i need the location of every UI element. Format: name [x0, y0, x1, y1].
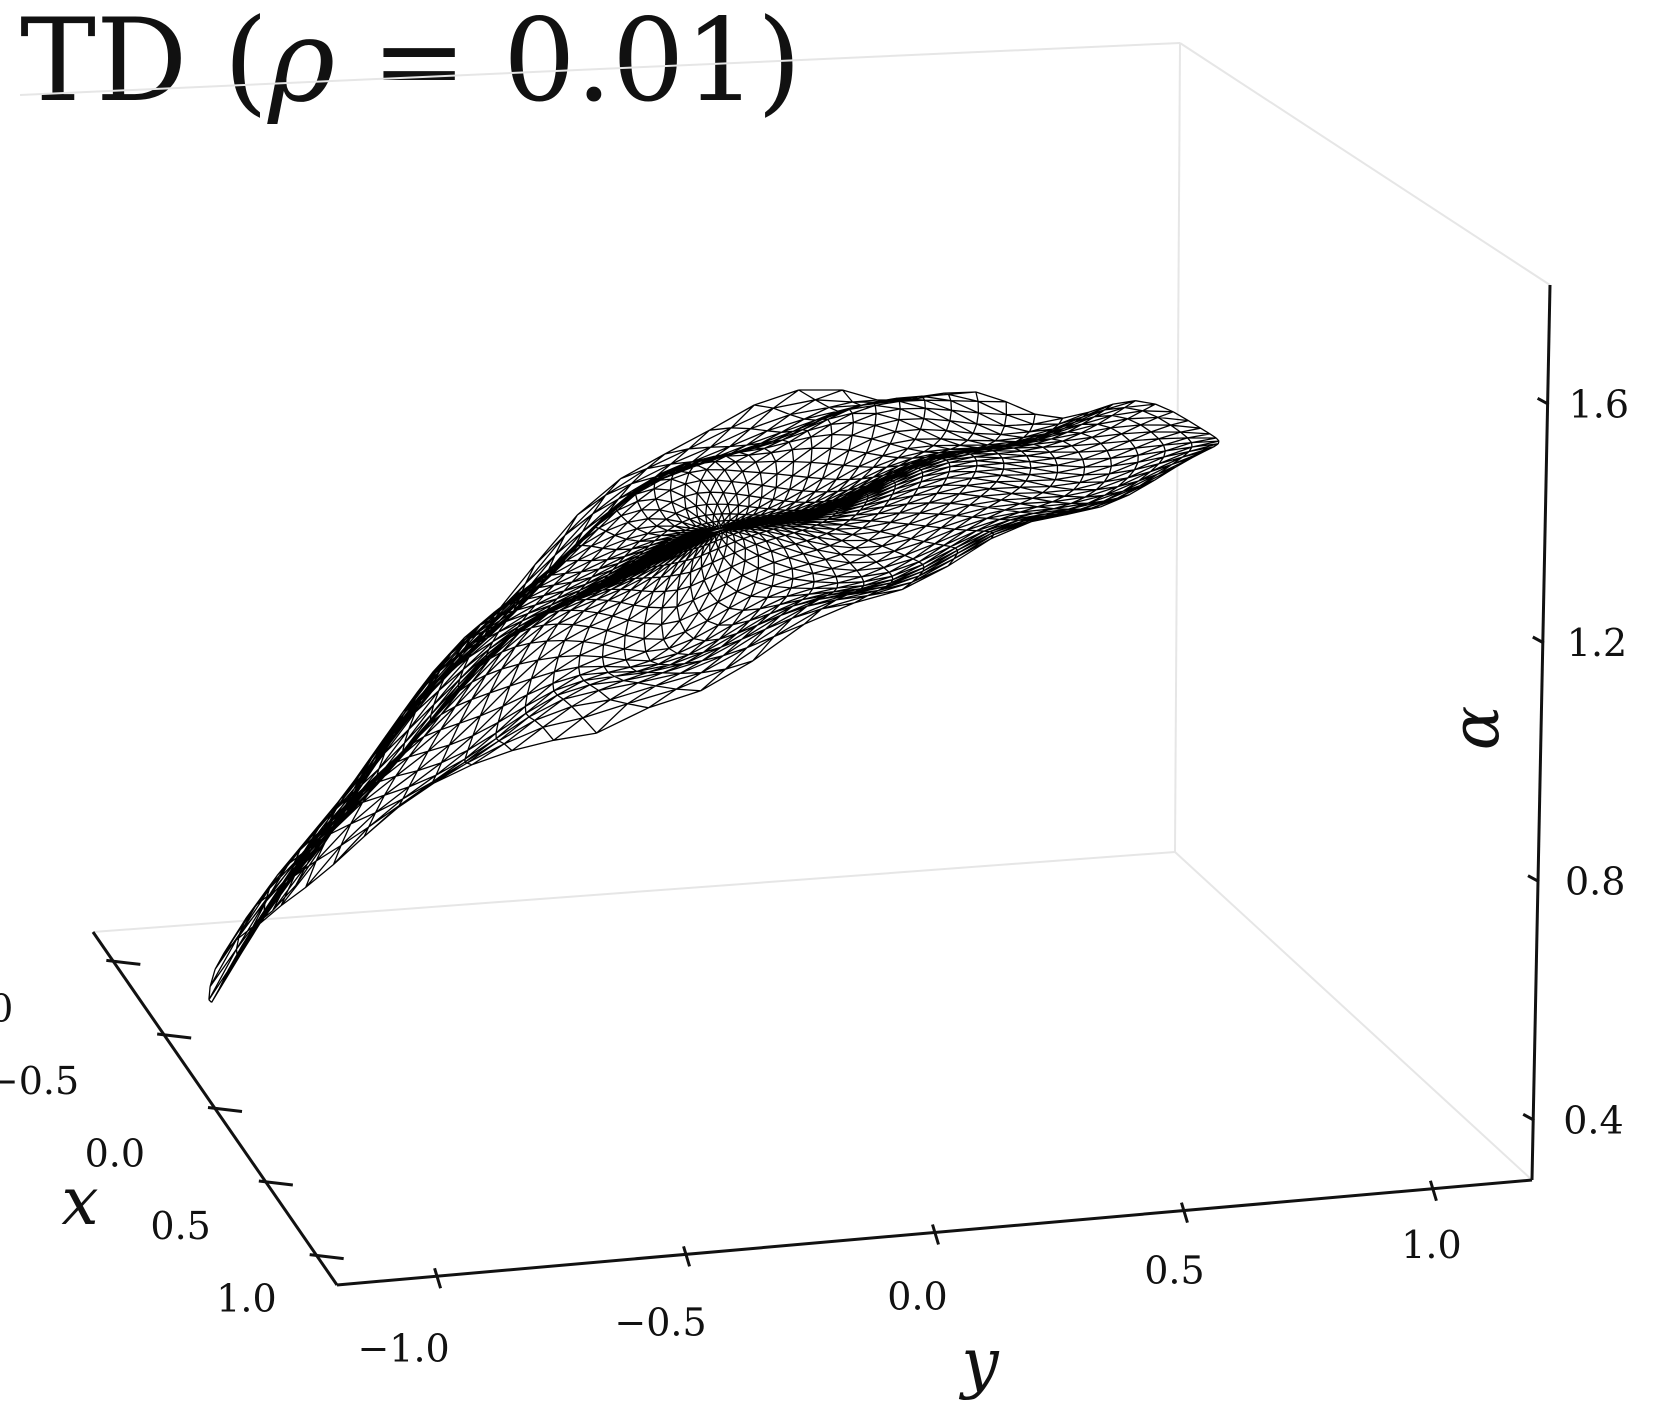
y-tick-mark: [682, 1245, 691, 1267]
surface-mesh: [208, 389, 1220, 1003]
y-tick-mark: [433, 1267, 443, 1289]
x-tick-label: 0.0: [85, 1132, 145, 1176]
y-tick-mark: [1428, 1180, 1438, 1202]
z-tick-mark: [1522, 1113, 1535, 1122]
y-tick-label: −0.5: [614, 1300, 706, 1344]
y-axis-label: y: [958, 1324, 999, 1401]
x-tick-mark: [106, 958, 141, 966]
z-tick-label: 0.8: [1565, 860, 1625, 904]
x-tick-mark: [207, 1106, 243, 1113]
y-tick-mark: [931, 1224, 940, 1245]
chart-title: TD (ρ = 0.01): [20, 0, 802, 127]
z-tick-mark: [1532, 635, 1545, 645]
y-tick-label: 0.5: [1144, 1249, 1204, 1293]
z-tick-mark: [1536, 397, 1550, 406]
y-tick-label: 1.0: [1401, 1223, 1461, 1267]
z-tick-label: 0.4: [1563, 1098, 1623, 1142]
y-tick-mark: [1180, 1202, 1189, 1224]
x-tick-mark: [156, 1032, 192, 1040]
z-tick-mark: [1527, 874, 1540, 883]
z-axis-line: [1530, 284, 1552, 1181]
x-tick-mark: [309, 1253, 344, 1261]
x-tick-label: −1.0: [0, 986, 13, 1030]
z-tick-label: 1.2: [1567, 621, 1627, 665]
z-tick-label: 1.6: [1569, 382, 1629, 426]
title-symbol: ρ: [267, 0, 335, 127]
x-tick-mark: [258, 1179, 294, 1187]
x-axis-label: x: [61, 1163, 98, 1240]
pane-floor-right-edge: [1174, 851, 1533, 1181]
pane-right-top-edge: [1179, 42, 1551, 286]
mesh-wireframe: [208, 389, 1220, 1003]
x-tick-label: −0.5: [0, 1059, 79, 1103]
y-tick-label: −1.0: [357, 1326, 449, 1370]
x-tick-label: 0.5: [150, 1204, 210, 1248]
pane-floor-back-edge: [92, 851, 1176, 933]
axis-lines: [91, 284, 1552, 1287]
z-axis-label: α: [1437, 706, 1514, 751]
pane-back-top-edge: [19, 42, 1181, 96]
x-tick-label: 1.0: [216, 1277, 276, 1321]
y-tick-label: 0.0: [887, 1275, 947, 1319]
title-prefix: TD (: [20, 0, 268, 127]
axis-ticks: −1.0−0.50.00.51.0−1.0−0.50.00.51.00.40.8…: [0, 382, 1629, 1370]
